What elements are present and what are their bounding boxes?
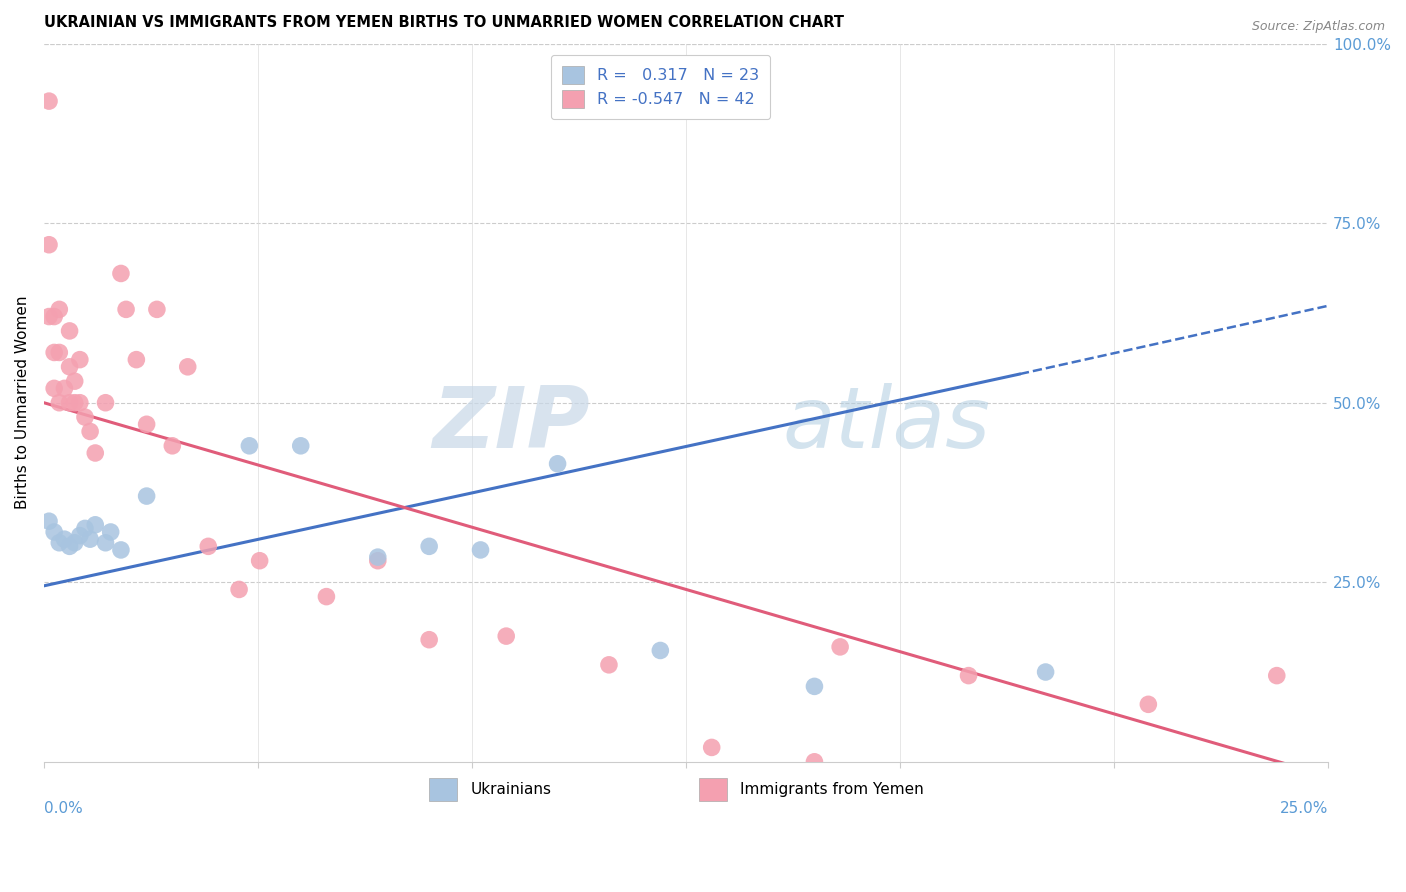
Point [84, 517, 107, 532]
Point [48, 395, 70, 409]
Point [177, 359, 200, 374]
Point [84, 446, 107, 460]
Point [63, 374, 86, 388]
FancyBboxPatch shape [699, 779, 727, 801]
Point [110, 267, 132, 281]
Point [48, 345, 70, 359]
Point [700, 740, 723, 755]
Point [125, 352, 148, 367]
Text: Immigrants from Yemen: Immigrants from Yemen [740, 782, 924, 797]
Text: ZIP: ZIP [432, 383, 589, 466]
Point [957, 668, 980, 682]
Point [38, 514, 60, 528]
Point [44, 310, 66, 324]
Point [79, 532, 101, 546]
Point [58, 395, 80, 409]
Point [79, 425, 101, 439]
Point [418, 632, 440, 647]
Text: Ukrainians: Ukrainians [470, 782, 551, 797]
Point [197, 539, 219, 553]
Point [58, 539, 80, 553]
Point [367, 554, 389, 568]
Text: Source: ZipAtlas.com: Source: ZipAtlas.com [1251, 20, 1385, 33]
Point [146, 302, 169, 317]
Point [44, 381, 66, 395]
Point [44, 345, 66, 359]
Point [94, 395, 117, 409]
Text: atlas: atlas [782, 383, 990, 466]
Point [38, 237, 60, 252]
Point [803, 679, 825, 693]
Point [69, 528, 91, 542]
Point [162, 439, 184, 453]
Point [598, 657, 620, 672]
Point [48, 535, 70, 549]
Point [228, 582, 250, 597]
Point [53, 381, 76, 395]
Point [495, 629, 517, 643]
Point [830, 640, 852, 654]
Point [58, 359, 80, 374]
Point [238, 439, 260, 453]
Point [73, 410, 96, 425]
Point [1265, 668, 1288, 682]
Point [38, 310, 60, 324]
Point [63, 395, 86, 409]
Point [418, 539, 440, 553]
Point [73, 521, 96, 535]
Point [1137, 698, 1160, 712]
Point [1035, 665, 1057, 679]
Point [135, 489, 157, 503]
Point [44, 524, 66, 539]
Point [135, 417, 157, 432]
Point [53, 532, 76, 546]
Point [63, 535, 86, 549]
Text: 25.0%: 25.0% [1279, 801, 1329, 816]
Point [547, 457, 569, 471]
Point [290, 439, 312, 453]
Text: 0.0%: 0.0% [44, 801, 83, 816]
Legend: R =   0.317   N = 23, R = -0.547   N = 42: R = 0.317 N = 23, R = -0.547 N = 42 [551, 55, 770, 119]
Point [110, 543, 132, 558]
Point [69, 352, 91, 367]
Point [58, 324, 80, 338]
FancyBboxPatch shape [429, 779, 457, 801]
Point [650, 643, 672, 657]
Point [367, 550, 389, 565]
Point [249, 554, 271, 568]
Y-axis label: Births to Unmarried Women: Births to Unmarried Women [15, 296, 30, 509]
Text: UKRAINIAN VS IMMIGRANTS FROM YEMEN BIRTHS TO UNMARRIED WOMEN CORRELATION CHART: UKRAINIAN VS IMMIGRANTS FROM YEMEN BIRTH… [44, 15, 844, 30]
Point [115, 302, 138, 317]
Point [48, 302, 70, 317]
Point [94, 535, 117, 549]
Point [315, 590, 337, 604]
Point [38, 94, 60, 108]
Point [803, 755, 825, 769]
Point [100, 524, 122, 539]
Point [69, 395, 91, 409]
Point [470, 543, 492, 558]
